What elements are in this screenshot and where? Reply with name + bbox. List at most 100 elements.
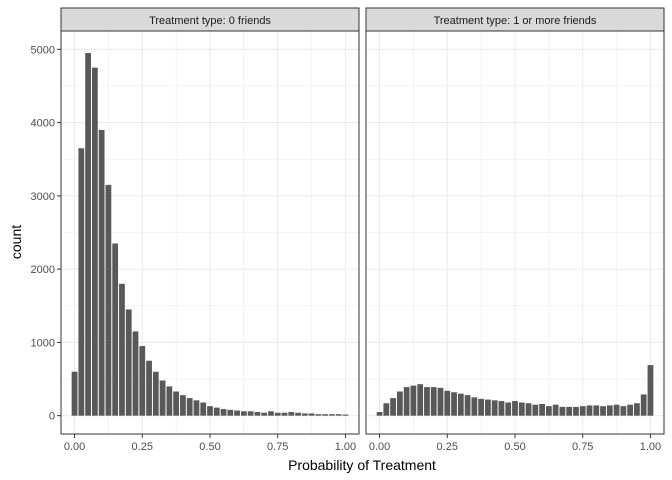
histogram-bar xyxy=(485,399,491,416)
histogram-bar xyxy=(247,411,254,416)
histogram-bar xyxy=(613,404,620,416)
histogram-bar xyxy=(620,406,627,416)
histogram-bar xyxy=(268,411,274,416)
histogram-bar xyxy=(112,243,119,416)
histogram-bar xyxy=(417,384,424,416)
histogram-bar xyxy=(424,387,430,416)
histogram-bar xyxy=(193,400,200,416)
histogram-bar xyxy=(274,412,281,416)
histogram-bar xyxy=(573,406,579,416)
histogram-bar xyxy=(139,346,146,416)
histogram-bar xyxy=(559,406,566,416)
histogram-bar xyxy=(234,410,240,416)
histogram-bar xyxy=(471,397,478,416)
histogram-bar xyxy=(125,309,132,416)
histogram-bar xyxy=(566,406,573,416)
histogram-bar xyxy=(552,404,559,416)
y-tick-label: 1000 xyxy=(31,337,55,349)
histogram-bar xyxy=(403,387,410,416)
histogram-bar xyxy=(308,413,315,416)
histogram-bar xyxy=(593,405,600,416)
histogram-bar xyxy=(545,406,552,416)
histogram-bar xyxy=(383,403,390,416)
x-tick-label: 1.00 xyxy=(640,441,661,453)
histogram-bar xyxy=(390,398,396,416)
histogram-bar xyxy=(491,400,498,416)
histogram-bar xyxy=(444,390,451,416)
histogram-bar xyxy=(261,412,268,416)
histogram-bar xyxy=(227,409,234,416)
histogram-bar xyxy=(539,403,545,416)
panel-2: Treatment type: 1 or more friends 0.00 0.2… xyxy=(365,7,665,453)
y-tick-label: 3000 xyxy=(31,191,55,203)
histogram-bar xyxy=(410,385,417,416)
strip-label: Treatment type: 1 or more friends xyxy=(434,15,597,27)
histogram-bar xyxy=(600,406,606,416)
histogram-bar xyxy=(579,406,586,416)
histogram-bar xyxy=(71,371,78,416)
histogram-bar xyxy=(478,398,485,416)
histogram-bar xyxy=(85,52,91,416)
x-tick-label: 0.50 xyxy=(504,441,525,453)
histogram-bar xyxy=(329,414,335,416)
histogram-bar xyxy=(640,394,647,416)
histogram-bar xyxy=(437,387,444,416)
x-tick-label: 1.00 xyxy=(335,441,356,453)
histogram-bar xyxy=(78,148,85,416)
histogram-bar xyxy=(315,414,322,416)
histogram-bar xyxy=(200,402,207,416)
x-tick-label: 0.00 xyxy=(64,441,85,453)
histogram-bar xyxy=(166,386,173,416)
histogram-bar xyxy=(98,129,105,416)
histogram-bar xyxy=(464,395,471,416)
histogram-bar xyxy=(240,411,247,416)
histogram-bar xyxy=(430,387,437,416)
histogram-bar xyxy=(586,405,593,416)
histogram-bar xyxy=(451,392,457,416)
histogram-bar xyxy=(518,402,525,416)
histogram-bar xyxy=(220,409,227,416)
y-axis: 0 1000 2000 3000 4000 5000 xyxy=(31,44,61,423)
histogram-bar xyxy=(396,391,403,416)
panel-1: Treatment type: 0 friends 0.00 0.25 0.50 0.7… xyxy=(60,7,360,453)
x-tick-label: 0.00 xyxy=(369,441,390,453)
histogram-bar xyxy=(647,365,654,416)
panels-layer: Treatment type: 0 friends 0.00 0.25 0.50 0.7… xyxy=(60,7,665,453)
histogram-bar xyxy=(335,414,342,416)
histogram-bar xyxy=(105,184,112,416)
histogram-bar xyxy=(159,380,166,416)
histogram-bar xyxy=(525,403,532,416)
histogram-bar xyxy=(342,414,349,416)
strip-background xyxy=(60,7,360,32)
x-tick-label: 0.25 xyxy=(437,441,458,453)
histogram-bar xyxy=(180,395,186,416)
histogram-bar xyxy=(295,412,301,416)
histogram-bar xyxy=(288,412,295,416)
x-tick-label: 0.25 xyxy=(132,441,153,453)
histogram-bar xyxy=(627,404,634,416)
x-tick-label: 0.75 xyxy=(572,441,593,453)
histogram-bar xyxy=(498,401,505,416)
histogram-bar xyxy=(322,414,329,416)
histogram-bar xyxy=(281,412,288,416)
histogram-bar xyxy=(376,412,383,416)
histogram-bar xyxy=(186,398,193,416)
y-axis-title: count xyxy=(8,225,24,259)
histogram-bar xyxy=(301,413,308,416)
x-tick-label: 0.50 xyxy=(199,441,220,453)
x-axis-title: Probability of Treatment xyxy=(288,457,436,473)
histogram-bar xyxy=(512,401,518,416)
histogram-bar xyxy=(254,412,261,416)
strip-background xyxy=(365,7,665,32)
histogram-bar xyxy=(505,402,512,416)
y-tick-label: 4000 xyxy=(31,118,55,130)
y-tick-label: 2000 xyxy=(31,264,55,276)
y-tick-label: 5000 xyxy=(31,44,55,56)
histogram-bar xyxy=(152,371,159,416)
histogram-bar xyxy=(457,393,464,416)
strip-label: Treatment type: 0 friends xyxy=(149,15,271,27)
histogram-bar xyxy=(132,331,139,416)
histogram-bar xyxy=(207,406,213,416)
